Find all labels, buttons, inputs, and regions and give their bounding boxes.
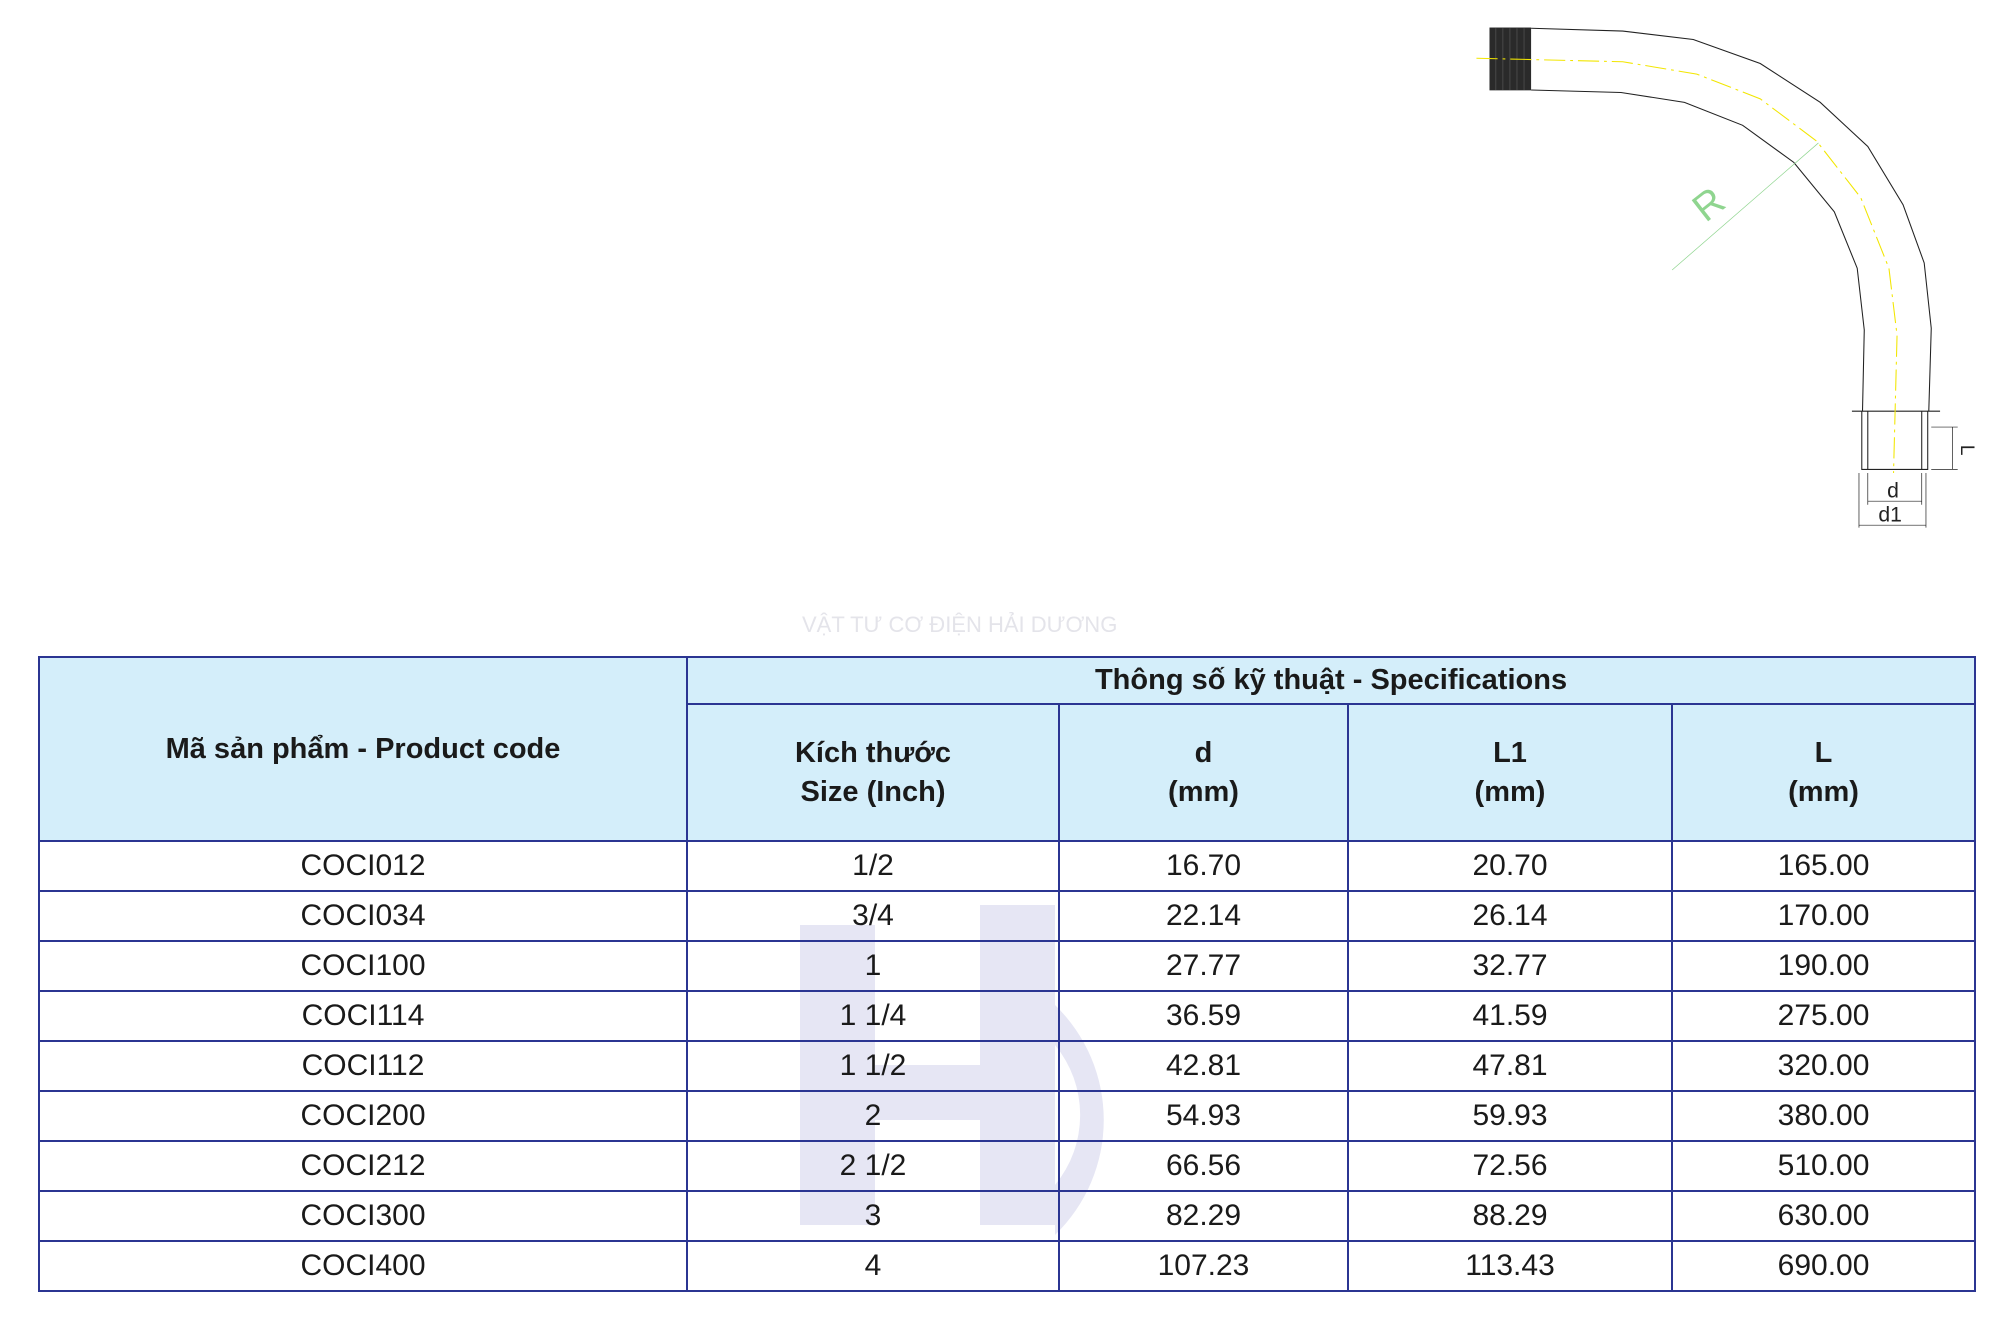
cell-size: 1 1/4 [686,990,1060,1042]
cell-l1: 32.77 [1347,940,1673,992]
cell-d: 54.93 [1058,1090,1349,1142]
cell-l: 690.00 [1670,1240,1977,1292]
cell-d: 22.14 [1058,890,1349,942]
cell-l1: 26.14 [1347,890,1673,942]
radius-label: R [1685,179,1734,230]
cell-l1: 20.70 [1347,840,1673,892]
cell-code: COCI212 [38,1140,688,1192]
table-row: COCI212 2 1/2 66.56 72.56 510.00 [38,1140,1977,1192]
header-size-line1: Kích thước [794,736,952,769]
elbow-technical-drawing: R d d1 L [1476,27,1978,528]
cell-l1: 88.29 [1347,1190,1673,1242]
cell-l1: 72.56 [1347,1140,1673,1192]
cell-l: 165.00 [1670,840,1977,892]
header-l-line1: L [1814,736,1833,769]
watermark-text: VẬT TƯ CƠ ĐIỆN HẢI DƯƠNG [802,612,1118,637]
thread-length-label: L [1956,445,1978,456]
outer-diameter-label: d1 [1878,504,1902,527]
cell-l: 320.00 [1670,1040,1977,1092]
dimension-lines [1858,426,1958,528]
centerline [1476,57,1898,473]
cell-size: 1/2 [686,840,1060,892]
cell-l: 630.00 [1670,1190,1977,1242]
cell-l: 170.00 [1670,890,1977,942]
header-l1: L1 (mm) [1347,703,1673,842]
cell-size: 1 1/2 [686,1040,1060,1092]
header-l: L (mm) [1670,703,1977,842]
cell-l: 275.00 [1670,990,1977,1042]
cell-size: 2 [686,1090,1060,1142]
table-row: COCI200 2 54.93 59.93 380.00 [38,1090,1977,1142]
radius-dimension-line [1671,142,1819,271]
elbow-inner-wall [1531,89,1865,412]
cell-code: COCI400 [38,1240,688,1292]
cell-code: COCI100 [38,940,688,992]
header-l-line2: (mm) [1788,775,1859,808]
cell-d: 36.59 [1058,990,1349,1042]
inner-diameter-label: d [1887,480,1899,503]
cell-size: 3 [686,1190,1060,1242]
header-size: Kích thước Size (Inch) [686,703,1060,842]
table-row: COCI112 1 1/2 42.81 47.81 320.00 [38,1040,1977,1092]
cell-l: 190.00 [1670,940,1977,992]
header-l1-line2: (mm) [1474,775,1546,808]
cell-code: COCI200 [38,1090,688,1142]
table-row: COCI300 3 82.29 88.29 630.00 [38,1190,1977,1242]
specifications-table: Mã sản phẩm - Product code Thông số kỹ t… [38,656,1977,1292]
cell-l1: 113.43 [1347,1240,1673,1292]
header-d: d (mm) [1058,703,1349,842]
cell-d: 16.70 [1058,840,1349,892]
header-l1-line1: L1 [1493,736,1527,769]
elbow-outer-wall [1531,27,1932,412]
cell-d: 42.81 [1058,1040,1349,1092]
cell-code: COCI034 [38,890,688,942]
table-row: COCI100 1 27.77 32.77 190.00 [38,940,1977,992]
cell-l1: 47.81 [1347,1040,1673,1092]
cell-size: 1 [686,940,1060,992]
cell-code: COCI112 [38,1040,688,1092]
bottom-socket [1851,410,1941,470]
cell-d: 82.29 [1058,1190,1349,1242]
cell-size: 3/4 [686,890,1060,942]
header-product-code: Mã sản phẩm - Product code [38,656,688,842]
header-d-line2: (mm) [1168,775,1239,808]
cell-code: COCI114 [38,990,688,1042]
table-row: COCI012 1/2 16.70 20.70 165.00 [38,840,1977,892]
cell-size: 4 [686,1240,1060,1292]
cell-code: COCI012 [38,840,688,892]
cell-d: 66.56 [1058,1140,1349,1192]
header-d-line1: d [1194,736,1213,769]
cell-l: 380.00 [1670,1090,1977,1142]
header-size-line2: Size (Inch) [800,775,946,808]
cell-d: 107.23 [1058,1240,1349,1292]
cell-l1: 41.59 [1347,990,1673,1042]
cell-d: 27.77 [1058,940,1349,992]
table-row: COCI034 3/4 22.14 26.14 170.00 [38,890,1977,942]
cell-l: 510.00 [1670,1140,1977,1192]
cell-size: 2 1/2 [686,1140,1060,1192]
header-specifications: Thông số kỹ thuật - Specifications [685,656,1977,705]
cell-code: COCI300 [38,1190,688,1242]
table-row: COCI400 4 107.23 113.43 690.00 [38,1240,1977,1292]
table-row: COCI114 1 1/4 36.59 41.59 275.00 [38,990,1977,1042]
cell-l1: 59.93 [1347,1090,1673,1142]
